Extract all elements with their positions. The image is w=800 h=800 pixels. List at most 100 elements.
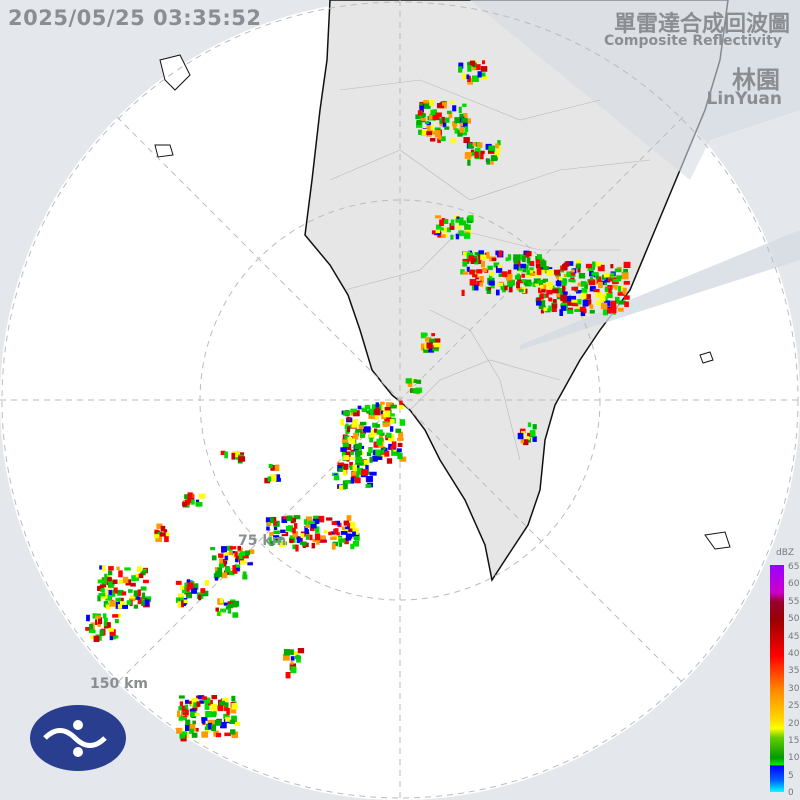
echo-cell bbox=[201, 717, 208, 721]
echo-cell bbox=[513, 264, 519, 270]
echo-cell bbox=[478, 150, 485, 155]
echo-cell bbox=[423, 100, 429, 104]
echo-cell bbox=[334, 520, 341, 526]
echo-cell bbox=[231, 702, 238, 710]
echo-cell bbox=[200, 588, 206, 593]
echo-cell bbox=[318, 535, 326, 542]
echo-cell bbox=[538, 287, 542, 294]
echo-cell bbox=[315, 526, 320, 533]
echo-cell bbox=[217, 611, 221, 617]
echo-cell bbox=[536, 254, 542, 261]
echo-cell bbox=[455, 233, 460, 240]
echo-cell bbox=[224, 555, 228, 561]
echo-cell bbox=[437, 103, 444, 109]
echo-cell bbox=[201, 696, 208, 700]
echo-cell bbox=[440, 227, 444, 231]
echo-cell bbox=[138, 573, 144, 579]
echo-cell bbox=[108, 590, 112, 595]
echo-cell bbox=[495, 289, 500, 296]
echo-cell bbox=[213, 707, 217, 715]
echo-cell bbox=[389, 413, 395, 417]
echo-cell bbox=[355, 453, 361, 459]
echo-cell bbox=[126, 600, 132, 605]
echo-cell bbox=[305, 523, 312, 528]
echo-cell bbox=[227, 608, 231, 614]
echo-cell bbox=[432, 347, 439, 352]
echo-cell bbox=[134, 573, 142, 578]
echo-cell bbox=[247, 562, 253, 566]
echo-cell bbox=[459, 220, 466, 226]
echo-cell bbox=[580, 281, 586, 287]
echo-cell bbox=[183, 599, 188, 604]
station-en: LinYuan bbox=[706, 89, 782, 109]
echo-cell bbox=[310, 524, 317, 529]
echo-cell bbox=[429, 100, 434, 106]
echo-cell bbox=[513, 254, 521, 261]
echo-cell bbox=[536, 268, 542, 275]
echo-cell bbox=[470, 149, 475, 154]
echo-cell bbox=[194, 728, 199, 732]
echo-cell bbox=[191, 587, 198, 594]
echo-cell bbox=[178, 695, 185, 699]
echo-cell bbox=[560, 294, 568, 302]
echo-cell bbox=[99, 584, 107, 588]
echo-cell bbox=[162, 532, 170, 537]
echo-cell bbox=[350, 521, 356, 529]
echo-cell bbox=[415, 114, 421, 120]
echo-cell bbox=[235, 558, 239, 563]
echo-cell bbox=[429, 137, 436, 142]
echo-cell bbox=[571, 286, 578, 291]
echo-cell bbox=[358, 462, 363, 466]
echo-cell bbox=[604, 287, 610, 293]
echo-cell bbox=[159, 532, 166, 537]
echo-cell bbox=[266, 526, 270, 531]
echo-cell bbox=[444, 218, 449, 224]
echo-cell bbox=[104, 573, 108, 581]
echo-cell bbox=[497, 140, 501, 146]
echo-cell bbox=[434, 127, 441, 132]
echo-cell bbox=[518, 254, 525, 261]
echo-cell bbox=[228, 570, 235, 576]
echo-cell bbox=[390, 445, 394, 450]
echo-cell bbox=[495, 250, 499, 256]
echo-cell bbox=[523, 439, 529, 446]
echo-cell bbox=[551, 307, 557, 313]
echo-cell bbox=[469, 60, 476, 67]
echo-cell bbox=[616, 277, 622, 282]
echo-cell bbox=[462, 260, 468, 267]
echo-cell bbox=[526, 436, 530, 441]
echo-cell bbox=[218, 563, 225, 568]
echo-cell bbox=[595, 275, 600, 280]
echo-cell bbox=[466, 266, 470, 273]
echo-cell bbox=[561, 285, 566, 293]
echo-cell bbox=[600, 302, 608, 310]
echo-cell bbox=[341, 438, 349, 444]
echo-cell bbox=[215, 570, 223, 577]
station-zh: 林園 bbox=[732, 66, 780, 94]
echo-cell bbox=[354, 536, 360, 541]
echo-cell bbox=[442, 102, 447, 106]
echo-cell bbox=[568, 273, 576, 277]
echo-cell bbox=[471, 258, 477, 263]
echo-cell bbox=[564, 261, 570, 266]
echo-cell bbox=[595, 291, 602, 298]
echo-cell bbox=[192, 720, 196, 725]
echo-cell bbox=[398, 431, 404, 438]
echo-cell bbox=[527, 251, 532, 257]
echo-cell bbox=[99, 565, 104, 570]
echo-cell bbox=[589, 309, 595, 314]
echo-cell bbox=[610, 300, 617, 308]
echo-cell bbox=[97, 617, 103, 625]
echo-cell bbox=[606, 291, 613, 299]
legend-tick: 0 bbox=[788, 788, 794, 799]
echo-cell bbox=[140, 586, 147, 591]
echo-cell bbox=[97, 585, 104, 591]
echo-cell bbox=[462, 271, 469, 275]
echo-cell bbox=[486, 287, 492, 294]
echo-cell bbox=[562, 264, 568, 271]
echo-cell bbox=[556, 275, 560, 279]
echo-cell bbox=[193, 702, 200, 707]
echo-cell bbox=[240, 560, 247, 565]
echo-cell bbox=[425, 336, 432, 342]
